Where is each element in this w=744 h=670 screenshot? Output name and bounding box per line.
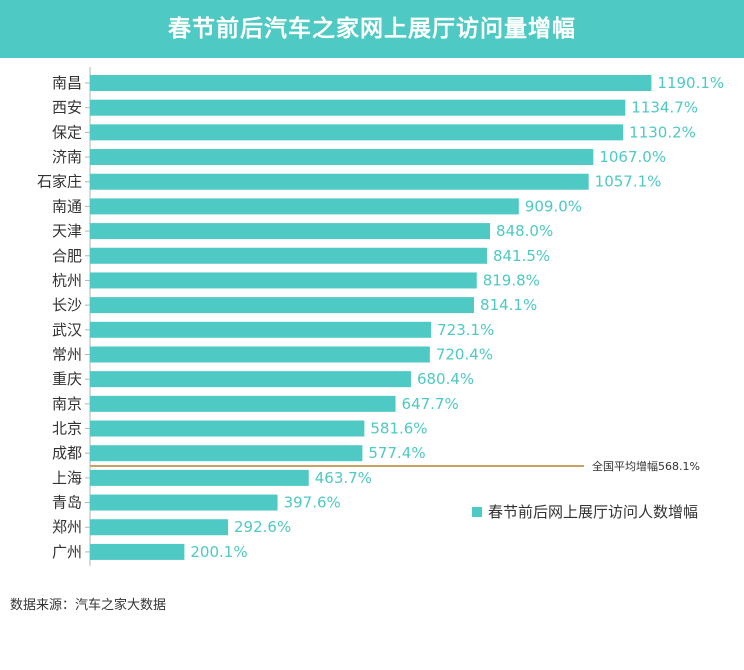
legend-label: 春节前后网上展厅访问人数增幅 bbox=[488, 503, 698, 521]
bar bbox=[90, 173, 589, 190]
value-label: 848.0% bbox=[496, 222, 553, 240]
category-label: 上海 bbox=[52, 469, 82, 487]
value-label: 680.4% bbox=[417, 370, 474, 388]
category-label: 郑州 bbox=[52, 518, 82, 536]
value-label: 200.1% bbox=[190, 543, 247, 561]
category-label: 北京 bbox=[52, 420, 82, 438]
category-label: 常州 bbox=[52, 345, 82, 363]
chart-title: 春节前后汽车之家网上展厅访问量增幅 bbox=[0, 0, 744, 58]
value-label: 1067.0% bbox=[599, 148, 666, 166]
category-label: 重庆 bbox=[52, 370, 82, 388]
bar bbox=[90, 395, 396, 412]
value-label: 841.5% bbox=[493, 247, 550, 265]
category-label: 成都 bbox=[52, 444, 82, 462]
category-label: 南京 bbox=[52, 395, 82, 413]
value-label: 909.0% bbox=[525, 197, 582, 215]
bar bbox=[90, 469, 309, 486]
bar bbox=[90, 75, 652, 91]
category-label: 西安 bbox=[52, 99, 82, 117]
bar bbox=[90, 519, 229, 536]
bar bbox=[90, 346, 430, 363]
category-label: 保定 bbox=[52, 123, 82, 141]
bar bbox=[90, 198, 519, 215]
value-label: 397.6% bbox=[284, 494, 341, 512]
value-label: 1190.1% bbox=[657, 74, 724, 92]
category-label: 南昌 bbox=[52, 74, 82, 92]
bar bbox=[90, 371, 411, 388]
bar bbox=[90, 321, 432, 338]
category-label: 广州 bbox=[52, 543, 82, 561]
value-label: 1057.1% bbox=[595, 173, 662, 191]
value-label: 814.1% bbox=[480, 296, 537, 314]
value-label: 292.6% bbox=[234, 518, 291, 536]
bar bbox=[90, 420, 365, 437]
legend-swatch bbox=[472, 507, 482, 517]
bar bbox=[90, 247, 487, 264]
data-source: 数据来源：汽车之家大数据 bbox=[10, 598, 167, 613]
bar bbox=[90, 99, 626, 116]
category-label: 青岛 bbox=[52, 494, 82, 512]
category-label: 济南 bbox=[52, 148, 82, 166]
category-label: 武汉 bbox=[52, 321, 82, 339]
category-label: 长沙 bbox=[52, 296, 82, 314]
value-label: 581.6% bbox=[370, 420, 427, 438]
bar bbox=[90, 445, 363, 462]
value-label: 463.7% bbox=[315, 469, 372, 487]
category-label: 南通 bbox=[52, 197, 82, 215]
bar bbox=[90, 272, 477, 289]
value-label: 1130.2% bbox=[629, 123, 696, 141]
value-label: 720.4% bbox=[436, 345, 493, 363]
bar bbox=[90, 297, 475, 314]
bar bbox=[90, 149, 594, 166]
bar-chart: 南昌 1190.1% 西安 1134.7% 保定 1130.2% 济南 1067.0% 石家庄 1… bbox=[37, 67, 724, 566]
category-label: 合肥 bbox=[52, 247, 82, 265]
bar bbox=[90, 543, 185, 560]
bar bbox=[90, 124, 624, 141]
bar bbox=[90, 223, 491, 240]
value-label: 577.4% bbox=[368, 444, 425, 462]
value-label: 647.7% bbox=[402, 395, 459, 413]
category-label: 杭州 bbox=[52, 271, 82, 289]
value-label: 819.8% bbox=[483, 271, 540, 289]
bar bbox=[90, 494, 278, 511]
average-reference-label: 全国平均增幅568.1% bbox=[592, 459, 700, 473]
value-label: 723.1% bbox=[437, 321, 494, 339]
category-label: 天津 bbox=[52, 222, 82, 240]
category-label: 石家庄 bbox=[37, 173, 82, 191]
value-label: 1134.7% bbox=[631, 99, 698, 117]
